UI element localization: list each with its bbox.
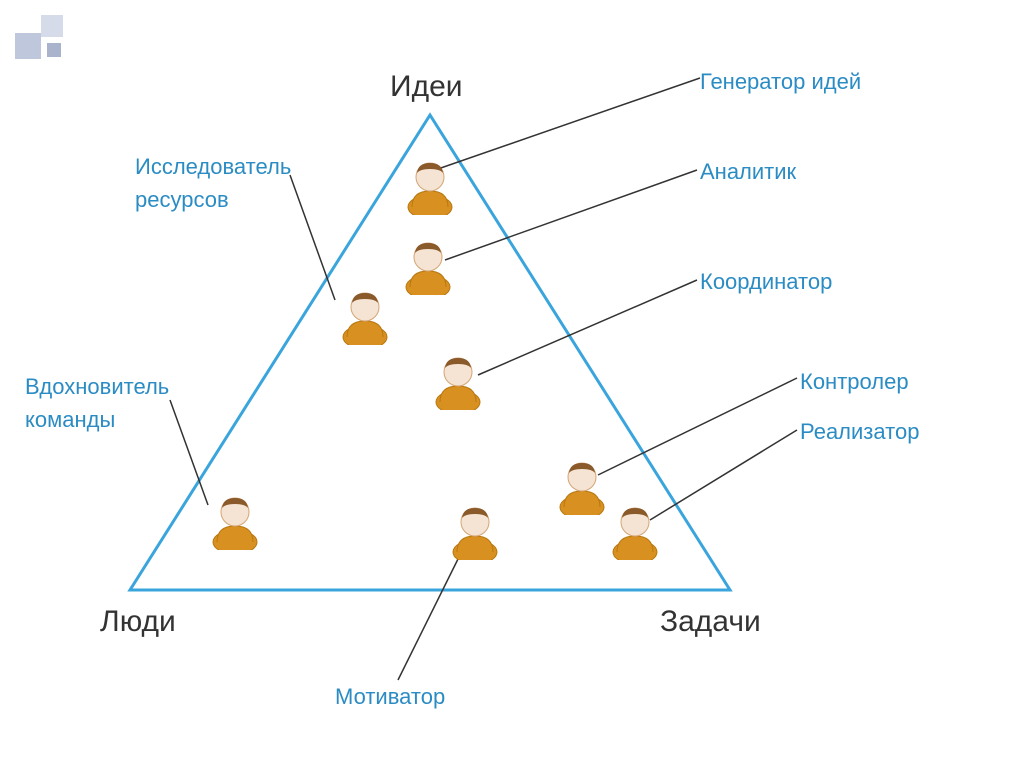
role-label-controller: Контролер [800,365,909,398]
person-icon-inspirer [205,490,265,550]
team-roles-diagram: Идеи Люди Задачи Генератор идей Исследовате… [0,0,1024,768]
role-label-inspirer: Вдохновителькоманды [25,370,169,436]
role-label-motivator: Мотиватор [335,680,445,713]
role-label-implementer: Реализатор [800,415,919,448]
vertex-right: Задачи [660,605,761,639]
person-icon-generator [400,155,460,215]
connector-inspirer [170,400,208,505]
connector-analyst [445,170,697,260]
connector-researcher [290,175,335,300]
person-icon-coordinator [428,350,488,410]
person-icon-motivator [445,500,505,560]
role-label-researcher: Исследовательресурсов [135,150,291,216]
role-label-analyst: Аналитик [700,155,796,188]
connector-coordinator [478,280,697,375]
person-icon-implementer [605,500,665,560]
person-icon-analyst [398,235,458,295]
connector-generator [435,78,700,170]
vertex-top: Идеи [390,70,463,104]
vertex-left: Люди [100,605,176,639]
person-icon-researcher [335,285,395,345]
person-icon-controller [552,455,612,515]
connector-implementer [650,430,797,520]
role-label-generator: Генератор идей [700,65,861,98]
role-label-coordinator: Координатор [700,265,832,298]
connector-motivator [398,555,460,680]
